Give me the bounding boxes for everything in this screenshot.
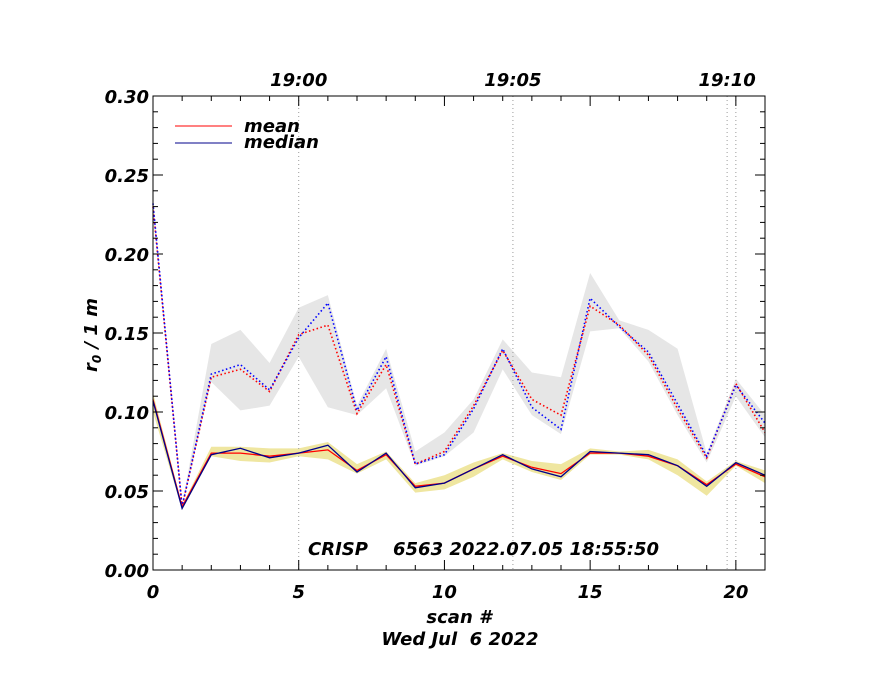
x-tick-label-4: 20 xyxy=(723,582,748,603)
x-tick-label-1: 5 xyxy=(292,582,305,603)
band-lower xyxy=(153,393,765,510)
y-tick-label-0: 0.00 xyxy=(105,561,149,582)
legend-label-median: median xyxy=(244,132,319,153)
series-upper-mean xyxy=(152,206,766,507)
time-tick-label-2: 19:10 xyxy=(698,70,755,91)
vertical-gridlines xyxy=(298,96,737,570)
x-axis-label: scan # xyxy=(426,607,494,628)
x-tick-label-0: 0 xyxy=(147,582,160,603)
tick-labels: 0 5 10 15 20 19:00 19:05 19:10 0.00 0.05 0.10 0.15 0… xyxy=(105,70,756,603)
series-lower-mean xyxy=(152,399,766,509)
series-lines xyxy=(152,203,766,511)
band-upper xyxy=(153,198,765,507)
axes xyxy=(152,95,766,571)
time-tick-label-1: 19:05 xyxy=(484,70,541,91)
y-axis-label: r0 / 1 m xyxy=(81,298,104,372)
plot-frame xyxy=(152,95,766,571)
date-label: Wed Jul 6 2022 xyxy=(381,629,538,650)
tick-marks xyxy=(152,95,766,571)
y-tick-label-6: 0.30 xyxy=(105,87,149,108)
range-bands xyxy=(153,198,765,510)
y-tick-label-3: 0.15 xyxy=(105,324,149,345)
y-tick-label-2: 0.10 xyxy=(105,403,149,424)
series-lower-median xyxy=(152,400,766,511)
y-tick-label-5: 0.25 xyxy=(105,166,149,187)
legend-label-mean: mean xyxy=(244,116,300,137)
x-tick-label-2: 10 xyxy=(432,582,457,603)
instrument-annotation: CRISP 6563 2022.07.05 18:55:50 xyxy=(308,539,659,560)
y-tick-label-1: 0.05 xyxy=(105,482,149,503)
x-tick-label-3: 15 xyxy=(578,582,603,603)
time-tick-label-0: 19:00 xyxy=(270,70,327,91)
series-upper-median xyxy=(152,203,766,507)
legend: mean median xyxy=(175,116,319,153)
y-tick-label-4: 0.20 xyxy=(105,245,149,266)
